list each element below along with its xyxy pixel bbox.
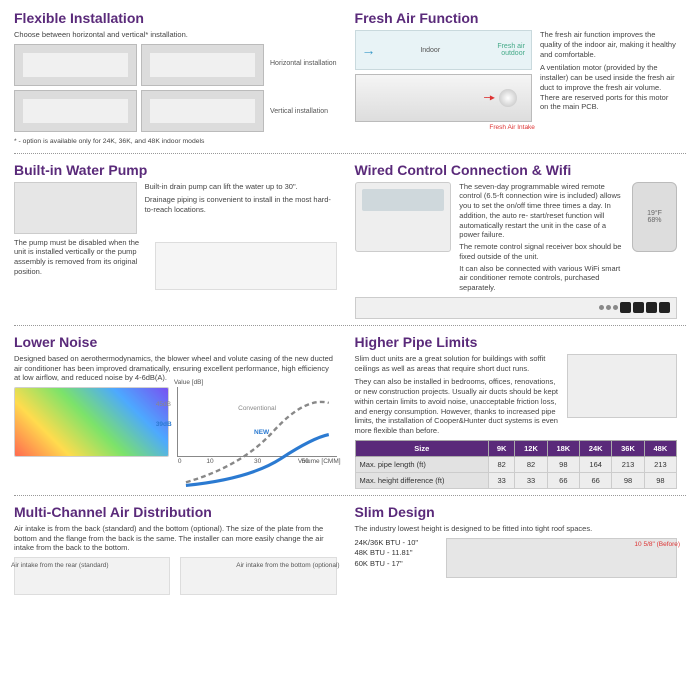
table-row: Max. pipe length (ft) 82 82 98 164 213 2… (355, 456, 677, 472)
pipe-p2: They can also be installed in bedrooms, … (355, 377, 560, 436)
install-diagram-vertical-2 (141, 90, 264, 132)
flexible-intro: Choose between horizontal and vertical* … (14, 30, 337, 40)
x-tick: 50 (302, 458, 309, 465)
section-title: Higher Pipe Limits (355, 334, 678, 350)
control-button-icon (659, 302, 670, 313)
rear-intake-label: Air intake from the rear (standard) (11, 562, 109, 569)
wired-control-section: Wired Control Connection & Wifi The seve… (355, 162, 678, 319)
x-tick: 10 (206, 458, 213, 465)
x-tick: 30 (254, 458, 261, 465)
wired-p3: It can also be connected with various Wi… (459, 264, 624, 293)
control-button-icon (646, 302, 657, 313)
control-button-icon (620, 302, 631, 313)
table-header: 18K (547, 440, 579, 456)
y-axis-label: Value [dB] (174, 379, 204, 386)
table-header: 9K (488, 440, 514, 456)
lower-noise-section: Lower Noise Designed based on aerothermo… (14, 334, 337, 489)
fresh-p1: The fresh air function improves the qual… (540, 30, 677, 59)
slim-height-diagram: 10 5/8" (Before) (446, 538, 677, 578)
fresh-air-unit-diagram: - - - ▸ Fresh Air Intake (355, 74, 532, 122)
table-header: 36K (612, 440, 644, 456)
table-header: 48K (644, 440, 676, 456)
phone-hum: 68% (648, 217, 662, 224)
pump-p1: Built-in drain pump can lift the water u… (145, 182, 337, 192)
pump-p2: Drainage piping is convenient to install… (145, 195, 337, 215)
indicator-dot-icon (613, 305, 618, 310)
before-height-label: 10 5/8" (Before) (634, 541, 680, 548)
pump-drainage-diagram (155, 242, 336, 290)
indicator-dot-icon (606, 305, 611, 310)
higher-pipe-limits-section: Higher Pipe Limits Slim duct units are a… (355, 334, 678, 489)
section-title: Fresh Air Function (355, 10, 678, 26)
install-diagram-horizontal-2 (141, 44, 264, 86)
section-title: Slim Design (355, 504, 678, 520)
pipe-building-diagram (567, 354, 677, 418)
intake-arrow-icon: - - - ▸ (484, 93, 493, 104)
section-title: Flexible Installation (14, 10, 337, 26)
pipe-limits-table: Size 9K 12K 18K 24K 36K 48K Max. pipe le… (355, 440, 678, 489)
outdoor-label: Fresh air outdoor (485, 43, 525, 57)
bottom-intake-label: Air intake from the bottom (optional) (236, 562, 339, 569)
install-diagram-vertical-1 (14, 90, 137, 132)
wired-remote-image (355, 182, 452, 252)
cfd-simulation-image (14, 387, 169, 457)
slim-design-section: Slim Design The industry lowest height i… (355, 504, 678, 595)
wifi-phone-image: 19°F 68% (632, 182, 677, 252)
horizontal-caption: Horizontal installation (270, 60, 337, 67)
x-tick: 0 (178, 458, 182, 465)
multi-desc: Air intake is from the back (standard) a… (14, 524, 337, 553)
section-title: Multi-Channel Air Distribution (14, 504, 337, 520)
slim-specs: 24K/36K BTU - 10" 48K BTU - 11.81" 60K B… (355, 538, 439, 570)
rear-intake-diagram: Air intake from the rear (standard) (14, 557, 170, 595)
slim-desc: The industry lowest height is designed t… (355, 524, 678, 534)
fan-icon (499, 89, 517, 107)
fresh-p2: A ventilation motor (provided by the ins… (540, 63, 677, 112)
noise-chart: Value [dB] Volume [CMM] Conventional NEW… (177, 387, 337, 457)
table-row: Max. height difference (ft) 33 33 66 66 … (355, 472, 677, 488)
install-diagram-horizontal-1 (14, 44, 137, 86)
intake-label: Fresh Air Intake (489, 124, 535, 131)
table-header: 24K (580, 440, 612, 456)
flexible-footnote: * - option is available only for 24K, 36… (14, 138, 337, 147)
section-title: Wired Control Connection & Wifi (355, 162, 678, 178)
pump-note: The pump must be disabled when the unit … (14, 238, 149, 290)
fresh-air-flow-diagram: → Indoor Fresh air outdoor (355, 30, 532, 70)
divider (14, 325, 686, 326)
receiver-box-image (355, 297, 678, 319)
callout-45db: 45dB (156, 401, 171, 408)
multi-channel-section: Multi-Channel Air Distribution Air intak… (14, 504, 337, 595)
new-label: NEW (254, 429, 269, 436)
table-header: 12K (515, 440, 547, 456)
bottom-intake-diagram: Air intake from the bottom (optional) (180, 557, 336, 595)
indoor-label: Indoor (420, 47, 440, 54)
fresh-air-section: Fresh Air Function → Indoor Fresh air ou… (355, 10, 678, 147)
conventional-label: Conventional (238, 405, 276, 412)
section-title: Built-in Water Pump (14, 162, 337, 178)
vertical-caption: Vertical installation (270, 108, 337, 115)
wired-p2: The remote control signal receiver box s… (459, 242, 624, 262)
control-button-icon (633, 302, 644, 313)
slim-spec-line: 24K/36K BTU - 10" (355, 538, 439, 549)
flexible-installation-section: Flexible Installation Choose between hor… (14, 10, 337, 147)
pipe-p1: Slim duct units are a great solution for… (355, 354, 560, 374)
wired-p1: The seven-day programmable wired remote … (459, 182, 624, 241)
water-pump-section: Built-in Water Pump Built-in drain pump … (14, 162, 337, 319)
phone-temp: 19°F (647, 210, 662, 217)
callout-39db: 39dB (156, 421, 172, 428)
indicator-dot-icon (599, 305, 604, 310)
slim-spec-line: 60K BTU - 17" (355, 559, 439, 570)
table-header: Size (355, 440, 488, 456)
pump-unit-image (14, 182, 137, 234)
arrow-icon: → (362, 42, 376, 58)
divider (14, 495, 686, 496)
section-title: Lower Noise (14, 334, 337, 350)
divider (14, 153, 686, 154)
slim-spec-line: 48K BTU - 11.81" (355, 548, 439, 559)
